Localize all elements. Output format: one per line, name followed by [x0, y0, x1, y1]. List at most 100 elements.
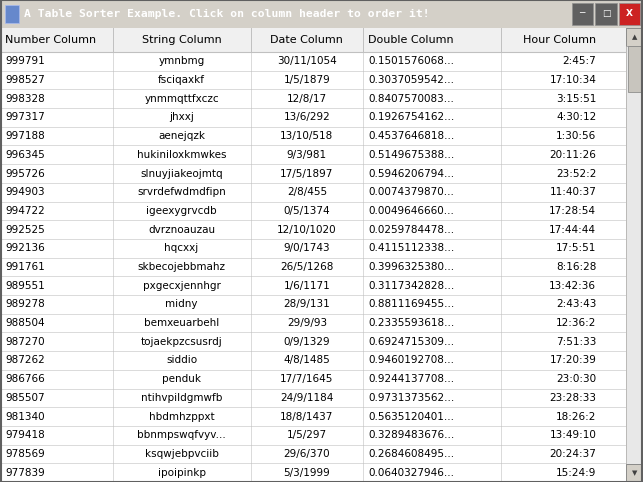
- Text: Number Column: Number Column: [5, 35, 96, 45]
- Text: 989278: 989278: [5, 299, 45, 309]
- Point: [109, 25, 116, 31]
- Text: 987270: 987270: [5, 337, 44, 347]
- Text: 17:5:51: 17:5:51: [556, 243, 596, 254]
- Bar: [0, 146, 626, 164]
- Text: 0.9460192708...: 0.9460192708...: [368, 356, 454, 365]
- Text: igeexygrvcdb: igeexygrvcdb: [147, 206, 217, 216]
- Text: 0.3037059542...: 0.3037059542...: [368, 75, 454, 85]
- Text: 0.6924715309...: 0.6924715309...: [368, 337, 455, 347]
- Text: 0.4115112338...: 0.4115112338...: [368, 243, 455, 254]
- Text: 0.2684608495...: 0.2684608495...: [368, 449, 455, 459]
- Text: 23:52:2: 23:52:2: [556, 169, 596, 178]
- Text: 0/5/1374: 0/5/1374: [284, 206, 331, 216]
- Text: 13/10/518: 13/10/518: [280, 131, 334, 141]
- Text: 8:16:28: 8:16:28: [556, 262, 596, 272]
- Text: ynmmqttfxczc: ynmmqttfxczc: [144, 94, 219, 104]
- Text: hqcxxj: hqcxxj: [165, 243, 199, 254]
- Bar: [628, 46, 642, 92]
- Text: 12:36:2: 12:36:2: [556, 318, 596, 328]
- Text: 20:11:26: 20:11:26: [549, 150, 596, 160]
- Text: 997188: 997188: [5, 131, 45, 141]
- Text: String Column: String Column: [141, 35, 221, 45]
- FancyBboxPatch shape: [595, 3, 617, 25]
- Text: 0.9244137708...: 0.9244137708...: [368, 374, 455, 384]
- Text: ▲: ▲: [632, 34, 637, 40]
- Text: 4/8/1485: 4/8/1485: [284, 356, 331, 365]
- Text: 0.8811169455...: 0.8811169455...: [368, 299, 455, 309]
- Text: 29/9/93: 29/9/93: [287, 318, 327, 328]
- Text: ntihvpildgmwfb: ntihvpildgmwfb: [141, 393, 222, 403]
- Bar: [0, 388, 626, 407]
- Text: 0.3117342828...: 0.3117342828...: [368, 281, 455, 291]
- Point: [497, 25, 505, 31]
- Bar: [0, 108, 626, 127]
- Text: ksqwjebpvciib: ksqwjebpvciib: [145, 449, 219, 459]
- Bar: [0, 71, 626, 89]
- Point: [247, 49, 255, 55]
- Bar: [0, 314, 626, 333]
- Text: 3:15:51: 3:15:51: [556, 94, 596, 104]
- Text: 994903: 994903: [5, 187, 44, 197]
- Bar: [0, 164, 626, 183]
- Text: 0.5946206794...: 0.5946206794...: [368, 169, 455, 178]
- Text: 13:49:10: 13:49:10: [549, 430, 596, 440]
- Text: 23:0:30: 23:0:30: [556, 374, 596, 384]
- Bar: [0, 276, 626, 295]
- Text: skbecojebbmahz: skbecojebbmahz: [138, 262, 226, 272]
- FancyBboxPatch shape: [619, 3, 640, 25]
- Bar: [0, 89, 626, 108]
- Text: 978569: 978569: [5, 449, 45, 459]
- Text: 994722: 994722: [5, 206, 45, 216]
- Bar: [0, 333, 626, 351]
- Text: 17/7/1645: 17/7/1645: [280, 374, 334, 384]
- Text: 0.1926754162...: 0.1926754162...: [368, 112, 455, 122]
- Bar: [0, 239, 626, 258]
- Bar: [0, 463, 626, 482]
- Text: 1/6/1171: 1/6/1171: [284, 281, 331, 291]
- Bar: [626, 28, 643, 46]
- Text: 0.3996325380...: 0.3996325380...: [368, 262, 455, 272]
- Text: 0.0074379870...: 0.0074379870...: [368, 187, 454, 197]
- Text: midny: midny: [165, 299, 198, 309]
- Text: Double Column: Double Column: [368, 35, 454, 45]
- Text: 26/5/1268: 26/5/1268: [280, 262, 334, 272]
- Text: 23:28:33: 23:28:33: [549, 393, 596, 403]
- Text: 0.3289483676...: 0.3289483676...: [368, 430, 455, 440]
- Text: 992136: 992136: [5, 243, 45, 254]
- Text: bbnmpswqfvyv...: bbnmpswqfvyv...: [137, 430, 226, 440]
- Text: 977839: 977839: [5, 468, 45, 478]
- Text: 2/8/455: 2/8/455: [287, 187, 327, 197]
- Text: 998527: 998527: [5, 75, 45, 85]
- Bar: [0, 444, 626, 463]
- Text: 18/8/1437: 18/8/1437: [280, 412, 334, 422]
- Text: 13/6/292: 13/6/292: [284, 112, 331, 122]
- Bar: [0, 127, 626, 146]
- Text: hbdmhzppxt: hbdmhzppxt: [149, 412, 214, 422]
- Bar: [0, 28, 626, 52]
- Point: [497, 49, 505, 55]
- Text: A Table Sorter Example. Click on column header to order it!: A Table Sorter Example. Click on column …: [24, 9, 430, 19]
- Text: 0.1501576068...: 0.1501576068...: [368, 56, 454, 67]
- Bar: [0, 183, 626, 201]
- Text: Date Column: Date Column: [271, 35, 343, 45]
- Text: 4:30:12: 4:30:12: [556, 112, 596, 122]
- Text: 18:26:2: 18:26:2: [556, 412, 596, 422]
- Text: 991761: 991761: [5, 262, 45, 272]
- Text: 989551: 989551: [5, 281, 45, 291]
- Text: 0.5635120401...: 0.5635120401...: [368, 412, 454, 422]
- Text: 986766: 986766: [5, 374, 45, 384]
- Text: ymnbmg: ymnbmg: [158, 56, 204, 67]
- Point: [359, 49, 367, 55]
- Text: 2:43:43: 2:43:43: [556, 299, 596, 309]
- Text: 20:24:37: 20:24:37: [549, 449, 596, 459]
- Text: 11:40:37: 11:40:37: [549, 187, 596, 197]
- Text: 29/6/370: 29/6/370: [284, 449, 331, 459]
- Text: 24/9/1184: 24/9/1184: [280, 393, 334, 403]
- Text: 30/11/1054: 30/11/1054: [277, 56, 337, 67]
- Text: 13:42:36: 13:42:36: [549, 281, 596, 291]
- FancyBboxPatch shape: [5, 5, 19, 23]
- Bar: [0, 426, 626, 444]
- Bar: [0, 295, 626, 314]
- Text: 0.2335593618...: 0.2335593618...: [368, 318, 455, 328]
- Bar: [0, 220, 626, 239]
